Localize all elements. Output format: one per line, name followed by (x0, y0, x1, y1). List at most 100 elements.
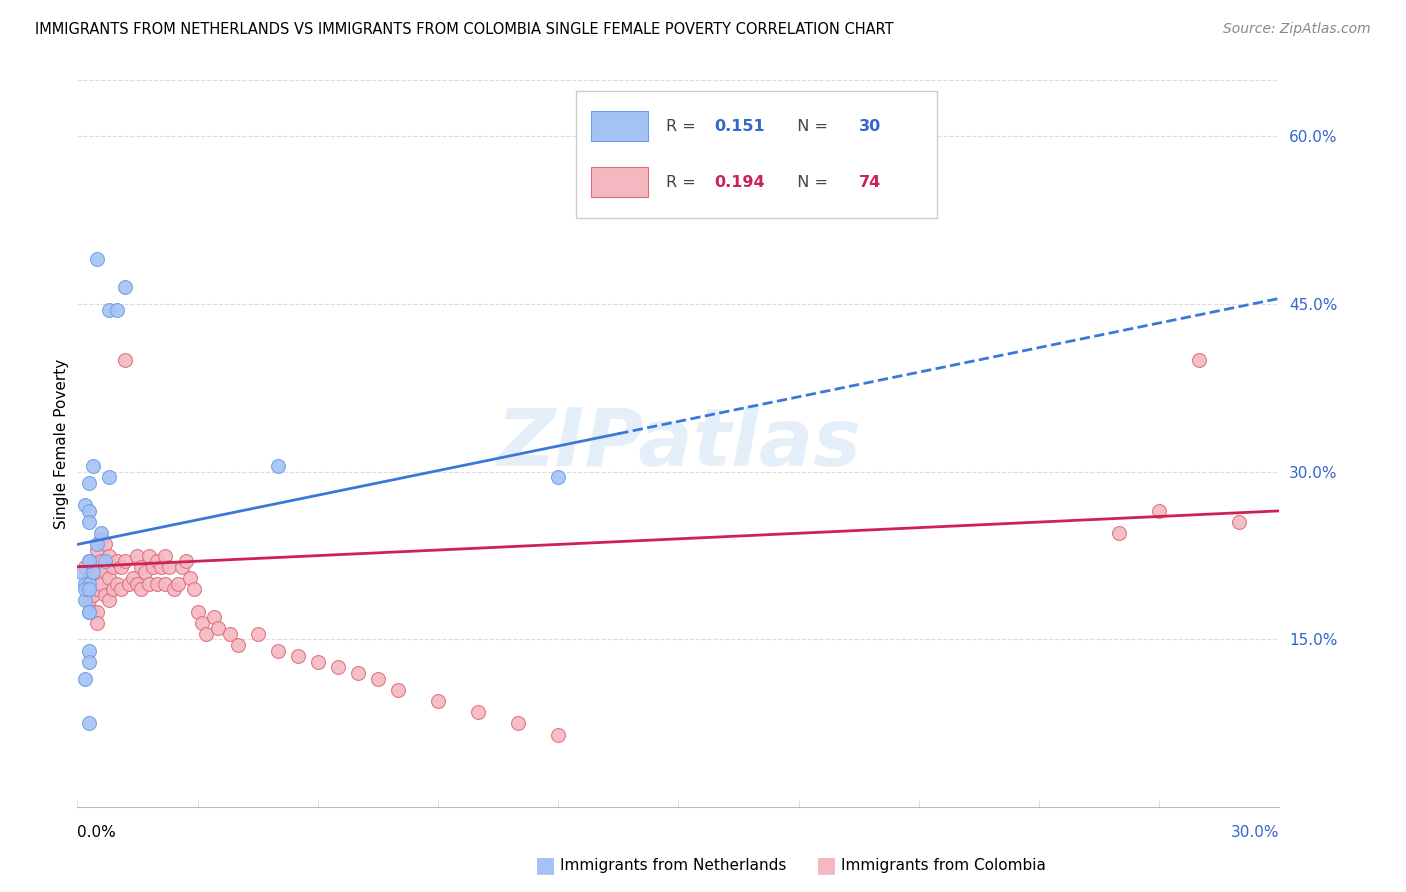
Point (82, 459, 104, 474)
Text: 0.0%: 0.0% (77, 825, 117, 839)
Point (179, 571, 201, 585)
Point (146, 576, 169, 591)
Point (98, 593, 121, 607)
Point (90, 526, 112, 541)
Point (110, 559, 132, 574)
Point (86, 615, 108, 630)
Point (82, 566, 104, 580)
Point (70, 566, 93, 580)
Point (114, 280, 136, 294)
Point (367, 672, 389, 686)
Point (226, 638, 249, 652)
Point (79, 643, 101, 657)
Point (86, 582, 108, 597)
Text: Immigrants from Netherlands: Immigrants from Netherlands (560, 858, 786, 872)
Point (146, 554, 169, 568)
Point (207, 621, 229, 635)
Point (79, 571, 101, 585)
Point (547, 470, 569, 484)
Point (86, 566, 108, 580)
Point (467, 705, 489, 719)
Point (90, 576, 112, 591)
Point (194, 627, 217, 641)
Point (114, 554, 136, 568)
Point (127, 549, 149, 563)
Point (79, 582, 101, 597)
Text: Immigrants from Colombia: Immigrants from Colombia (841, 858, 1046, 872)
Point (287, 649, 309, 664)
Point (75, 672, 97, 686)
Y-axis label: Single Female Poverty: Single Female Poverty (53, 359, 69, 529)
Point (79, 593, 101, 607)
Point (94, 554, 117, 568)
Point (103, 582, 125, 597)
Point (86, 537, 108, 551)
Point (86, 605, 108, 619)
Point (86, 543, 108, 558)
FancyBboxPatch shape (591, 111, 648, 141)
Point (159, 559, 181, 574)
Point (427, 694, 450, 708)
Text: 0.194: 0.194 (714, 175, 765, 190)
Text: R =: R = (666, 175, 702, 190)
Point (218, 627, 240, 641)
Text: Source: ZipAtlas.com: Source: ZipAtlas.com (1223, 22, 1371, 37)
Point (118, 576, 141, 591)
Point (174, 554, 197, 568)
Point (387, 682, 409, 697)
Text: N =: N = (786, 175, 832, 190)
Text: ■: ■ (536, 855, 555, 875)
Point (1149, 504, 1171, 518)
Point (155, 576, 177, 591)
Point (86, 252, 108, 267)
Point (90, 532, 112, 546)
Point (79, 655, 101, 669)
Point (114, 352, 136, 367)
Point (82, 605, 104, 619)
Point (122, 571, 145, 585)
Point (90, 554, 112, 568)
Point (187, 605, 209, 619)
Point (110, 582, 132, 597)
Text: ■: ■ (817, 855, 837, 875)
Point (150, 559, 173, 574)
Point (131, 582, 153, 597)
Point (547, 728, 569, 742)
Point (103, 559, 125, 574)
Point (1108, 526, 1130, 541)
Point (1188, 352, 1211, 367)
FancyBboxPatch shape (576, 91, 936, 219)
Point (508, 716, 530, 731)
Point (107, 576, 129, 591)
Point (79, 716, 101, 731)
Text: R =: R = (666, 119, 702, 134)
Point (267, 459, 290, 474)
Point (1229, 515, 1251, 529)
Text: 30.0%: 30.0% (1232, 825, 1279, 839)
Text: IMMIGRANTS FROM NETHERLANDS VS IMMIGRANTS FROM COLOMBIA SINGLE FEMALE POVERTY CO: IMMIGRANTS FROM NETHERLANDS VS IMMIGRANT… (35, 22, 894, 37)
Point (267, 643, 290, 657)
Point (94, 537, 117, 551)
Point (79, 605, 101, 619)
Point (246, 627, 269, 641)
Point (75, 593, 97, 607)
Point (75, 576, 97, 591)
FancyBboxPatch shape (591, 167, 648, 197)
Point (107, 302, 129, 317)
Point (202, 610, 225, 624)
Point (138, 576, 160, 591)
Text: 30: 30 (859, 119, 882, 134)
Point (79, 515, 101, 529)
Text: N =: N = (786, 119, 832, 134)
Point (82, 588, 104, 602)
Point (79, 554, 101, 568)
Point (98, 470, 121, 484)
Point (79, 576, 101, 591)
Point (131, 559, 153, 574)
Point (155, 549, 177, 563)
Point (75, 498, 97, 512)
Point (347, 666, 370, 681)
Point (107, 554, 129, 568)
Text: ZIPatlas: ZIPatlas (496, 405, 860, 483)
Point (94, 566, 117, 580)
